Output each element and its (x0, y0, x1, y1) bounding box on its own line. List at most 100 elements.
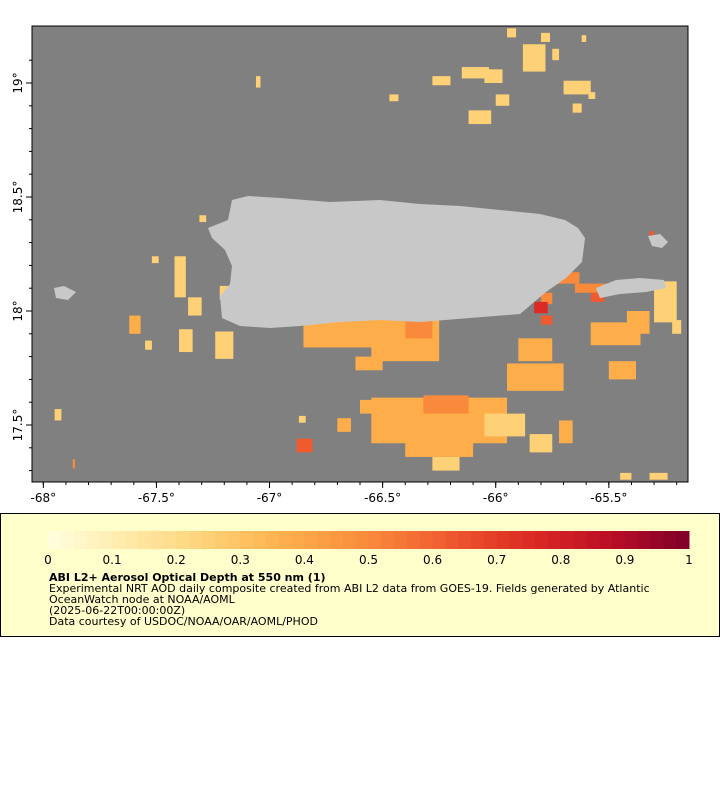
colorbar-cell (330, 531, 344, 549)
aod-cell (529, 434, 553, 453)
colorbar-cell (650, 531, 664, 549)
lat-tick-label: 18.5° (11, 181, 25, 214)
aod-cell (608, 361, 636, 380)
aod-cell (540, 32, 551, 42)
colorbar-cell (381, 531, 395, 549)
aod-cell (360, 399, 383, 414)
aod-cell (468, 110, 492, 125)
colorbar-cell (471, 531, 485, 549)
colorbar-tick-label: 0.1 (103, 553, 122, 567)
colorbar-cell (624, 531, 639, 549)
aod-cell (495, 94, 510, 106)
aod-cell (507, 363, 564, 391)
colorbar-cell (522, 531, 536, 549)
colorbar-tick-label: 0.8 (551, 553, 570, 567)
colorbar-cell (560, 531, 575, 549)
colorbar-cell (406, 531, 421, 549)
aod-cell (296, 438, 313, 453)
colorbar-cell (73, 531, 87, 549)
puerto-rico-main-island (208, 196, 585, 328)
aod-cell (145, 340, 152, 350)
colorbar-tick-label: 0.9 (615, 553, 634, 567)
aod-cell (174, 256, 186, 298)
land-layer (54, 196, 668, 328)
colorbar-cell (509, 531, 523, 549)
colorbar-tick-label: 0.7 (487, 553, 506, 567)
aod-cell (649, 231, 655, 236)
lon-tick-label: -66.5° (364, 491, 401, 505)
colorbar-cell (355, 531, 369, 549)
aod-cell (405, 320, 433, 339)
aod-cell (188, 297, 202, 316)
aod-cell (54, 409, 62, 421)
colorbar-cell (189, 531, 203, 549)
aod-cell (626, 311, 650, 334)
colorbar-cell (317, 531, 331, 549)
map-svg: -68° -67.5° -67° -66.5° -66° -65.5° 19° 18.5° 1… (11, 25, 689, 505)
colorbar-cell (419, 531, 434, 549)
vieques-island (596, 278, 666, 298)
colorbar-tick-label: 0.4 (295, 553, 314, 567)
legend-caption: ABI L2+ Aerosol Optical Depth at 550 nm … (49, 572, 689, 627)
colorbar-cell (586, 531, 600, 549)
aod-cell (563, 80, 591, 95)
colorbar-tick-label: 0 (44, 553, 52, 567)
colorbar-tick-label: 0.2 (167, 553, 186, 567)
aod-cell (484, 413, 526, 437)
aod-cell (574, 283, 607, 293)
aod-cell (298, 415, 306, 423)
colorbar-cell (663, 531, 677, 549)
legend-credit: Data courtesy of USDOC/NOAA/OAR/AOML/PHO… (49, 615, 318, 628)
colorbar-cell (176, 531, 190, 549)
colorbar-cell (112, 531, 126, 549)
colorbar-cell (483, 531, 498, 549)
colorbar-cell (547, 531, 562, 549)
aod-cell (507, 28, 517, 38)
aod-cell (129, 315, 141, 334)
colorbar-cell (214, 531, 228, 549)
aod-cell (620, 472, 632, 480)
lon-tick-label: -66° (483, 491, 509, 505)
legend-description: Experimental NRT AOD daily composite cre… (49, 582, 650, 606)
colorbar-cell (99, 531, 113, 549)
lon-tick-label: -65.5° (590, 491, 627, 505)
lat-tick-label: 18° (11, 300, 25, 321)
aod-cell (540, 315, 553, 325)
lon-tick-label: -67° (257, 491, 283, 505)
aod-cell (389, 94, 399, 102)
aod-cell (461, 67, 489, 79)
aod-cell (672, 320, 682, 334)
aod-cell (518, 338, 553, 362)
aod-cell (540, 292, 553, 305)
colorbar-cell (304, 531, 318, 549)
lon-tick-label: -67.5° (138, 491, 175, 505)
colorbar-cell (445, 531, 459, 549)
colorbar-cell (342, 531, 357, 549)
colorbar-cell (676, 531, 690, 549)
colorbar-cells (48, 531, 690, 549)
aod-cell (559, 420, 573, 444)
aod-cell (552, 48, 560, 61)
colorbar-tick-label: 0.3 (231, 553, 250, 567)
colorbar-ticks: 0 0.1 0.2 0.3 0.4 0.5 0.6 0.7 0.8 0.9 1 (44, 553, 693, 567)
colorbar-cell (137, 531, 152, 549)
aod-cell (572, 103, 582, 113)
colorbar-cell (240, 531, 254, 549)
colorbar-cell (394, 531, 408, 549)
colorbar-cell (432, 531, 446, 549)
colorbar-cell (163, 531, 177, 549)
colorbar-cell (253, 531, 267, 549)
mona-island (54, 286, 76, 300)
legend-date: (2025-06-22T00:00:00Z) (49, 604, 186, 617)
aod-cell (588, 92, 596, 99)
aod-cell (432, 76, 451, 86)
aod-cell (151, 256, 159, 264)
colorbar-tick-label: 0.5 (359, 553, 378, 567)
legend-panel: 0 0.1 0.2 0.3 0.4 0.5 0.6 0.7 0.8 0.9 1 ABI L2+ Ae… (0, 513, 720, 637)
aod-cell (337, 418, 351, 432)
colorbar-tick-label: 1 (685, 553, 693, 567)
lat-tick-label: 19° (11, 72, 25, 93)
lon-tick-label: -68° (31, 491, 57, 505)
aod-cell (590, 292, 605, 302)
colorbar-cell (150, 531, 164, 549)
